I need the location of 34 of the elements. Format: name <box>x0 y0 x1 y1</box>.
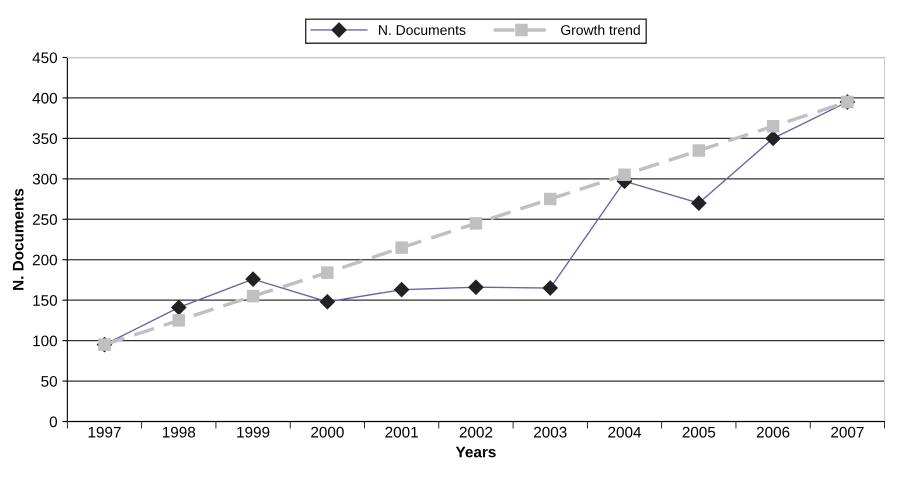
y-tick-label: 250 <box>32 214 58 225</box>
legend-label: Growth trend <box>561 24 640 35</box>
y-tick-label: 300 <box>32 174 58 185</box>
x-tick-label: 2006 <box>756 426 790 438</box>
point <box>246 290 260 302</box>
point <box>470 217 482 230</box>
point <box>618 168 631 182</box>
x-tick-label: 1998 <box>162 426 196 438</box>
point <box>172 314 186 327</box>
y-tick-label: 450 <box>32 52 58 64</box>
x-tick-label: 2001 <box>385 426 418 438</box>
x-tick-label: 1999 <box>237 426 270 438</box>
x-axis-title: Years <box>456 446 496 458</box>
x-tick-label: 1997 <box>88 426 121 438</box>
x-tick-label: 2002 <box>460 426 492 438</box>
y-tick-label: 100 <box>33 335 58 346</box>
y-tick-label: 50 <box>41 376 58 387</box>
x-tick-label: 2004 <box>608 426 642 438</box>
x-tick-label: 2003 <box>534 426 567 438</box>
y-tick-label: 150 <box>33 295 58 306</box>
x-tick-label: 2005 <box>682 426 716 438</box>
y-tick-label: 0 <box>50 416 58 428</box>
y-tick-label: 400 <box>32 92 58 104</box>
point <box>321 266 334 279</box>
x-tick-label: 2000 <box>311 426 344 438</box>
y-tick-label: 350 <box>32 133 58 144</box>
legend-label: N. Documents <box>379 25 466 35</box>
point <box>544 192 556 206</box>
x-tick-label: 2007 <box>831 426 864 438</box>
y-axis-title: N. Documents <box>12 188 24 290</box>
point <box>692 144 706 157</box>
point <box>766 120 780 132</box>
y-tick-label: 200 <box>32 254 58 266</box>
point <box>395 241 408 254</box>
